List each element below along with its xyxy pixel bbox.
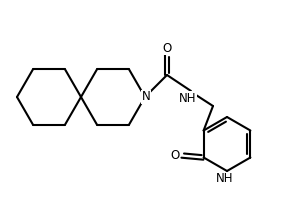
Text: O: O [170,149,179,162]
Text: NH: NH [179,92,197,104]
Text: NH: NH [216,172,234,186]
Text: O: O [162,42,172,54]
Text: N: N [142,90,150,104]
